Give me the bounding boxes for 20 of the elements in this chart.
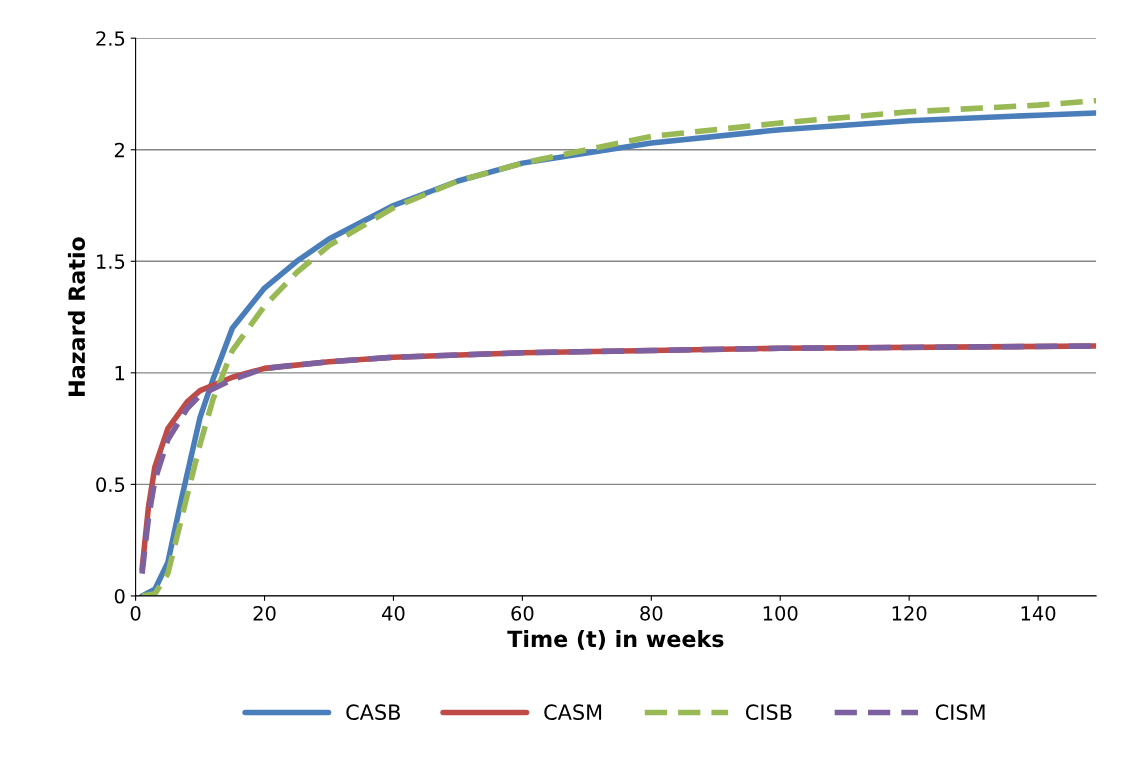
x-tick-label: 20 (253, 605, 276, 621)
y-tick-label: 2 (114, 142, 124, 158)
y-tick-label: 1 (115, 366, 125, 381)
x-axis-title: Time (t) in weeks (507, 630, 724, 650)
legend-label: CASM (544, 704, 602, 721)
legend-label: CASB (346, 704, 400, 721)
x-tick-label: 80 (640, 605, 663, 621)
x-tick-label: 60 (511, 605, 534, 621)
x-tick-label: 100 (763, 605, 798, 621)
x-tick-label: 0 (130, 605, 141, 621)
y-axis-title: Hazard Ratio (67, 237, 86, 396)
x-tick-label: 140 (1021, 605, 1056, 621)
legend-label: CISB (745, 704, 792, 721)
x-tick-label: 120 (892, 605, 927, 621)
y-tick-label: 1.5 (97, 254, 125, 269)
y-tick-label: 0 (114, 588, 125, 604)
legend-label: CISM (935, 704, 985, 721)
y-tick-label: 0.5 (96, 477, 125, 493)
y-tick-label: 2.5 (96, 31, 125, 46)
x-tick-label: 40 (382, 605, 405, 621)
